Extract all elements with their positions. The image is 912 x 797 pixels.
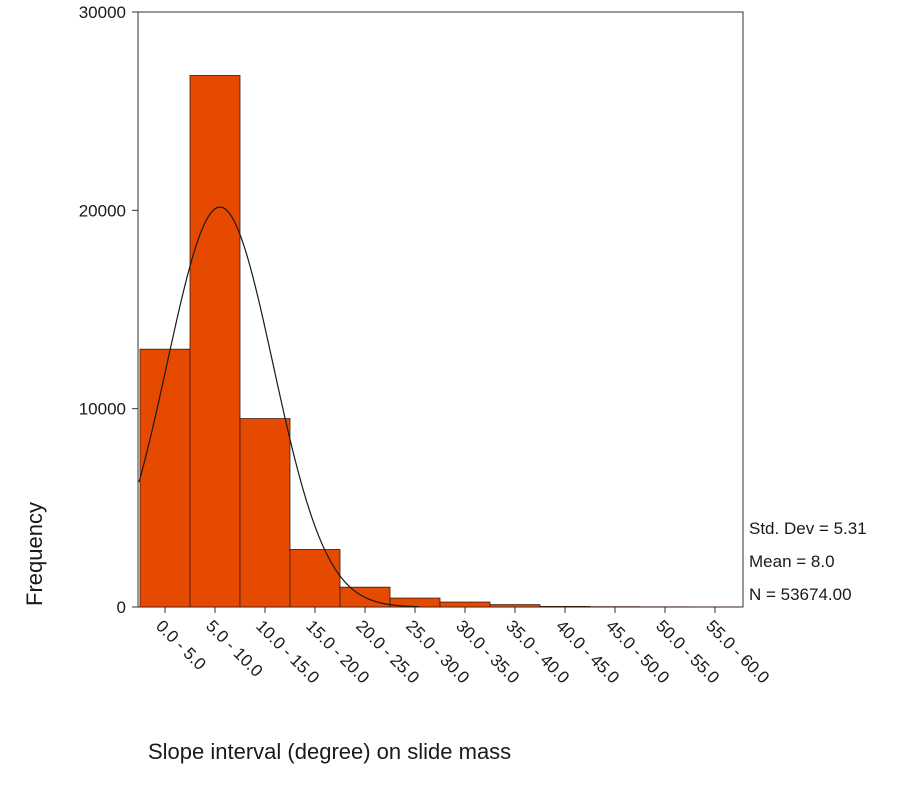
- x-axis-title: Slope interval (degree) on slide mass: [148, 739, 511, 764]
- stat-mean: Mean = 8.0: [749, 552, 835, 571]
- bar-3: [289, 549, 341, 608]
- stat-std-dev: Std. Dev = 5.31: [749, 519, 867, 538]
- bar-0: [139, 348, 191, 608]
- x-axis-ticks: 0.0 - 5.05.0 - 10.010.0 - 15.015.0 - 20.…: [152, 607, 773, 687]
- bar-2: [239, 418, 291, 608]
- bar-1: [189, 75, 241, 608]
- bars-group: [139, 75, 741, 608]
- bar-6: [439, 601, 491, 608]
- y-tick-label-3: 30000: [79, 3, 126, 22]
- y-axis-title: Frequency: [22, 502, 47, 606]
- bar-8: [539, 606, 591, 608]
- x-tick-label-0: 0.0 - 5.0: [152, 616, 210, 674]
- normal-curve: [138, 206, 420, 608]
- y-tick-label-0: 0: [117, 598, 126, 617]
- y-tick-label-2: 20000: [79, 201, 126, 220]
- bar-7: [489, 604, 541, 608]
- y-axis-ticks: 0 10000 20000 30000: [79, 3, 138, 617]
- stats-box: Std. Dev = 5.31 Mean = 8.0 N = 53674.00: [749, 519, 867, 604]
- y-tick-label-1: 10000: [79, 400, 126, 419]
- stat-n: N = 53674.00: [749, 585, 852, 604]
